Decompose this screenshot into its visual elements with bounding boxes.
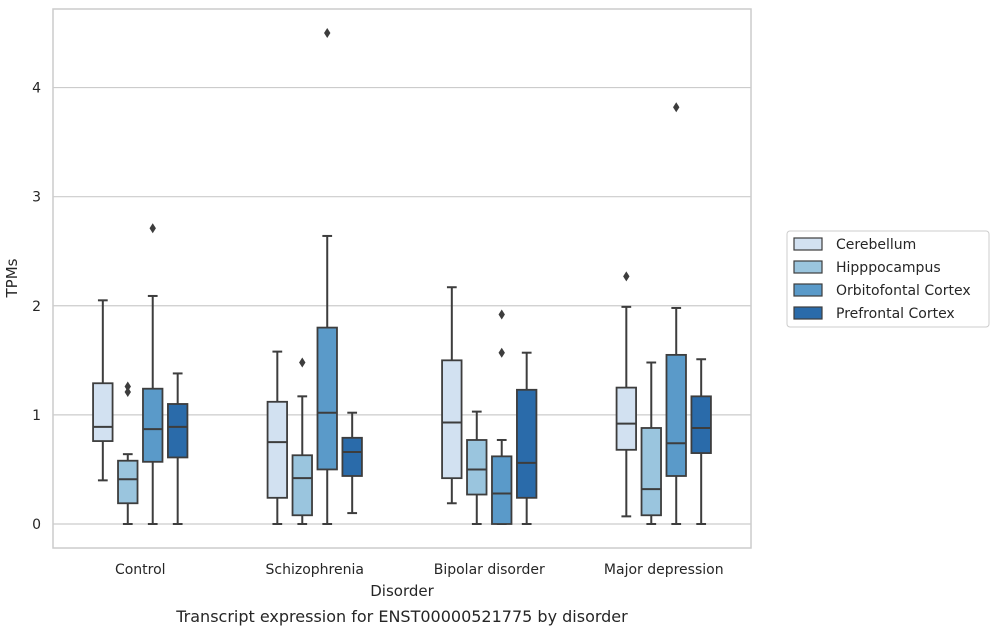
legend-label: Prefrontal Cortex (836, 306, 955, 322)
outlier-point (299, 357, 306, 368)
y-tick-label: 3 (32, 190, 41, 206)
x-tick-label: Major depression (604, 562, 724, 578)
box (615, 271, 637, 518)
box (316, 28, 338, 525)
outlier-point (498, 309, 505, 320)
iqr-box (615, 386, 637, 451)
box (466, 410, 488, 525)
outlier-point (124, 381, 131, 392)
y-tick-label: 1 (32, 408, 41, 424)
legend: Cerebellum Hipppocampus Orbitofontal Corte… (786, 230, 990, 328)
series-prefrontal-cortex (167, 351, 712, 525)
iqr-box (640, 427, 662, 517)
box (92, 299, 114, 482)
iqr-box (516, 388, 538, 499)
chart-caption: Transcript expression for ENST0000052177… (175, 607, 628, 626)
box (516, 351, 538, 525)
y-tick-label: 2 (32, 299, 41, 315)
legend-frame (786, 230, 990, 328)
iqr-box (665, 353, 687, 477)
series-orbitofontal-cortex (142, 28, 687, 525)
series-cerebellum (92, 271, 637, 525)
box (117, 381, 139, 525)
outlier-point (124, 386, 131, 397)
iqr-box (167, 403, 189, 459)
legend-label: Orbitofontal Cortex (836, 283, 971, 299)
legend-swatch (793, 283, 823, 297)
box (690, 358, 712, 525)
box (266, 350, 288, 525)
y-axis-label: TPMs (3, 258, 21, 298)
iqr-box (690, 395, 712, 454)
box (640, 361, 662, 525)
box (491, 309, 513, 525)
legend-item: Orbitofontal Cortex (793, 283, 971, 299)
iqr-box (117, 459, 139, 505)
iqr-box (291, 454, 313, 517)
outlier-point (149, 223, 156, 234)
series-hipppocampus (117, 357, 662, 525)
y-tick-label: 4 (32, 81, 41, 97)
x-axis-label: Disorder (370, 582, 434, 600)
box (341, 411, 363, 515)
legend-item: Hipppocampus (793, 260, 941, 276)
legend-swatch (793, 260, 823, 274)
box (441, 286, 463, 505)
box (167, 372, 189, 525)
iqr-box (266, 400, 288, 499)
outlier-point (673, 102, 680, 113)
y-tick-labels: 0 1 2 3 4 (32, 81, 41, 533)
iqr-box (491, 455, 513, 525)
legend-swatch (793, 237, 823, 251)
x-tick-label: Bipolar disorder (434, 562, 545, 578)
y-tick-label: 0 (32, 517, 41, 533)
box (142, 223, 164, 525)
x-tick-labels: Control Schizophrenia Bipolar disorder Majo… (115, 562, 724, 578)
iqr-box (142, 387, 164, 463)
box (291, 357, 313, 525)
box-series (92, 28, 712, 525)
iqr-box (341, 436, 363, 477)
legend-label: Cerebellum (836, 237, 916, 253)
legend-item: Cerebellum (793, 237, 916, 253)
iqr-box (466, 439, 488, 496)
outlier-point (324, 28, 331, 39)
legend-swatch (793, 306, 823, 320)
outlier-point (623, 271, 630, 282)
iqr-box (92, 382, 114, 442)
x-tick-label: Control (115, 562, 166, 578)
box (665, 102, 687, 525)
x-tick-label: Schizophrenia (266, 562, 364, 578)
legend-item: Prefrontal Cortex (793, 306, 955, 322)
iqr-box (441, 359, 463, 480)
outlier-point (498, 347, 505, 358)
legend-label: Hipppocampus (836, 260, 941, 276)
iqr-box (316, 326, 338, 471)
